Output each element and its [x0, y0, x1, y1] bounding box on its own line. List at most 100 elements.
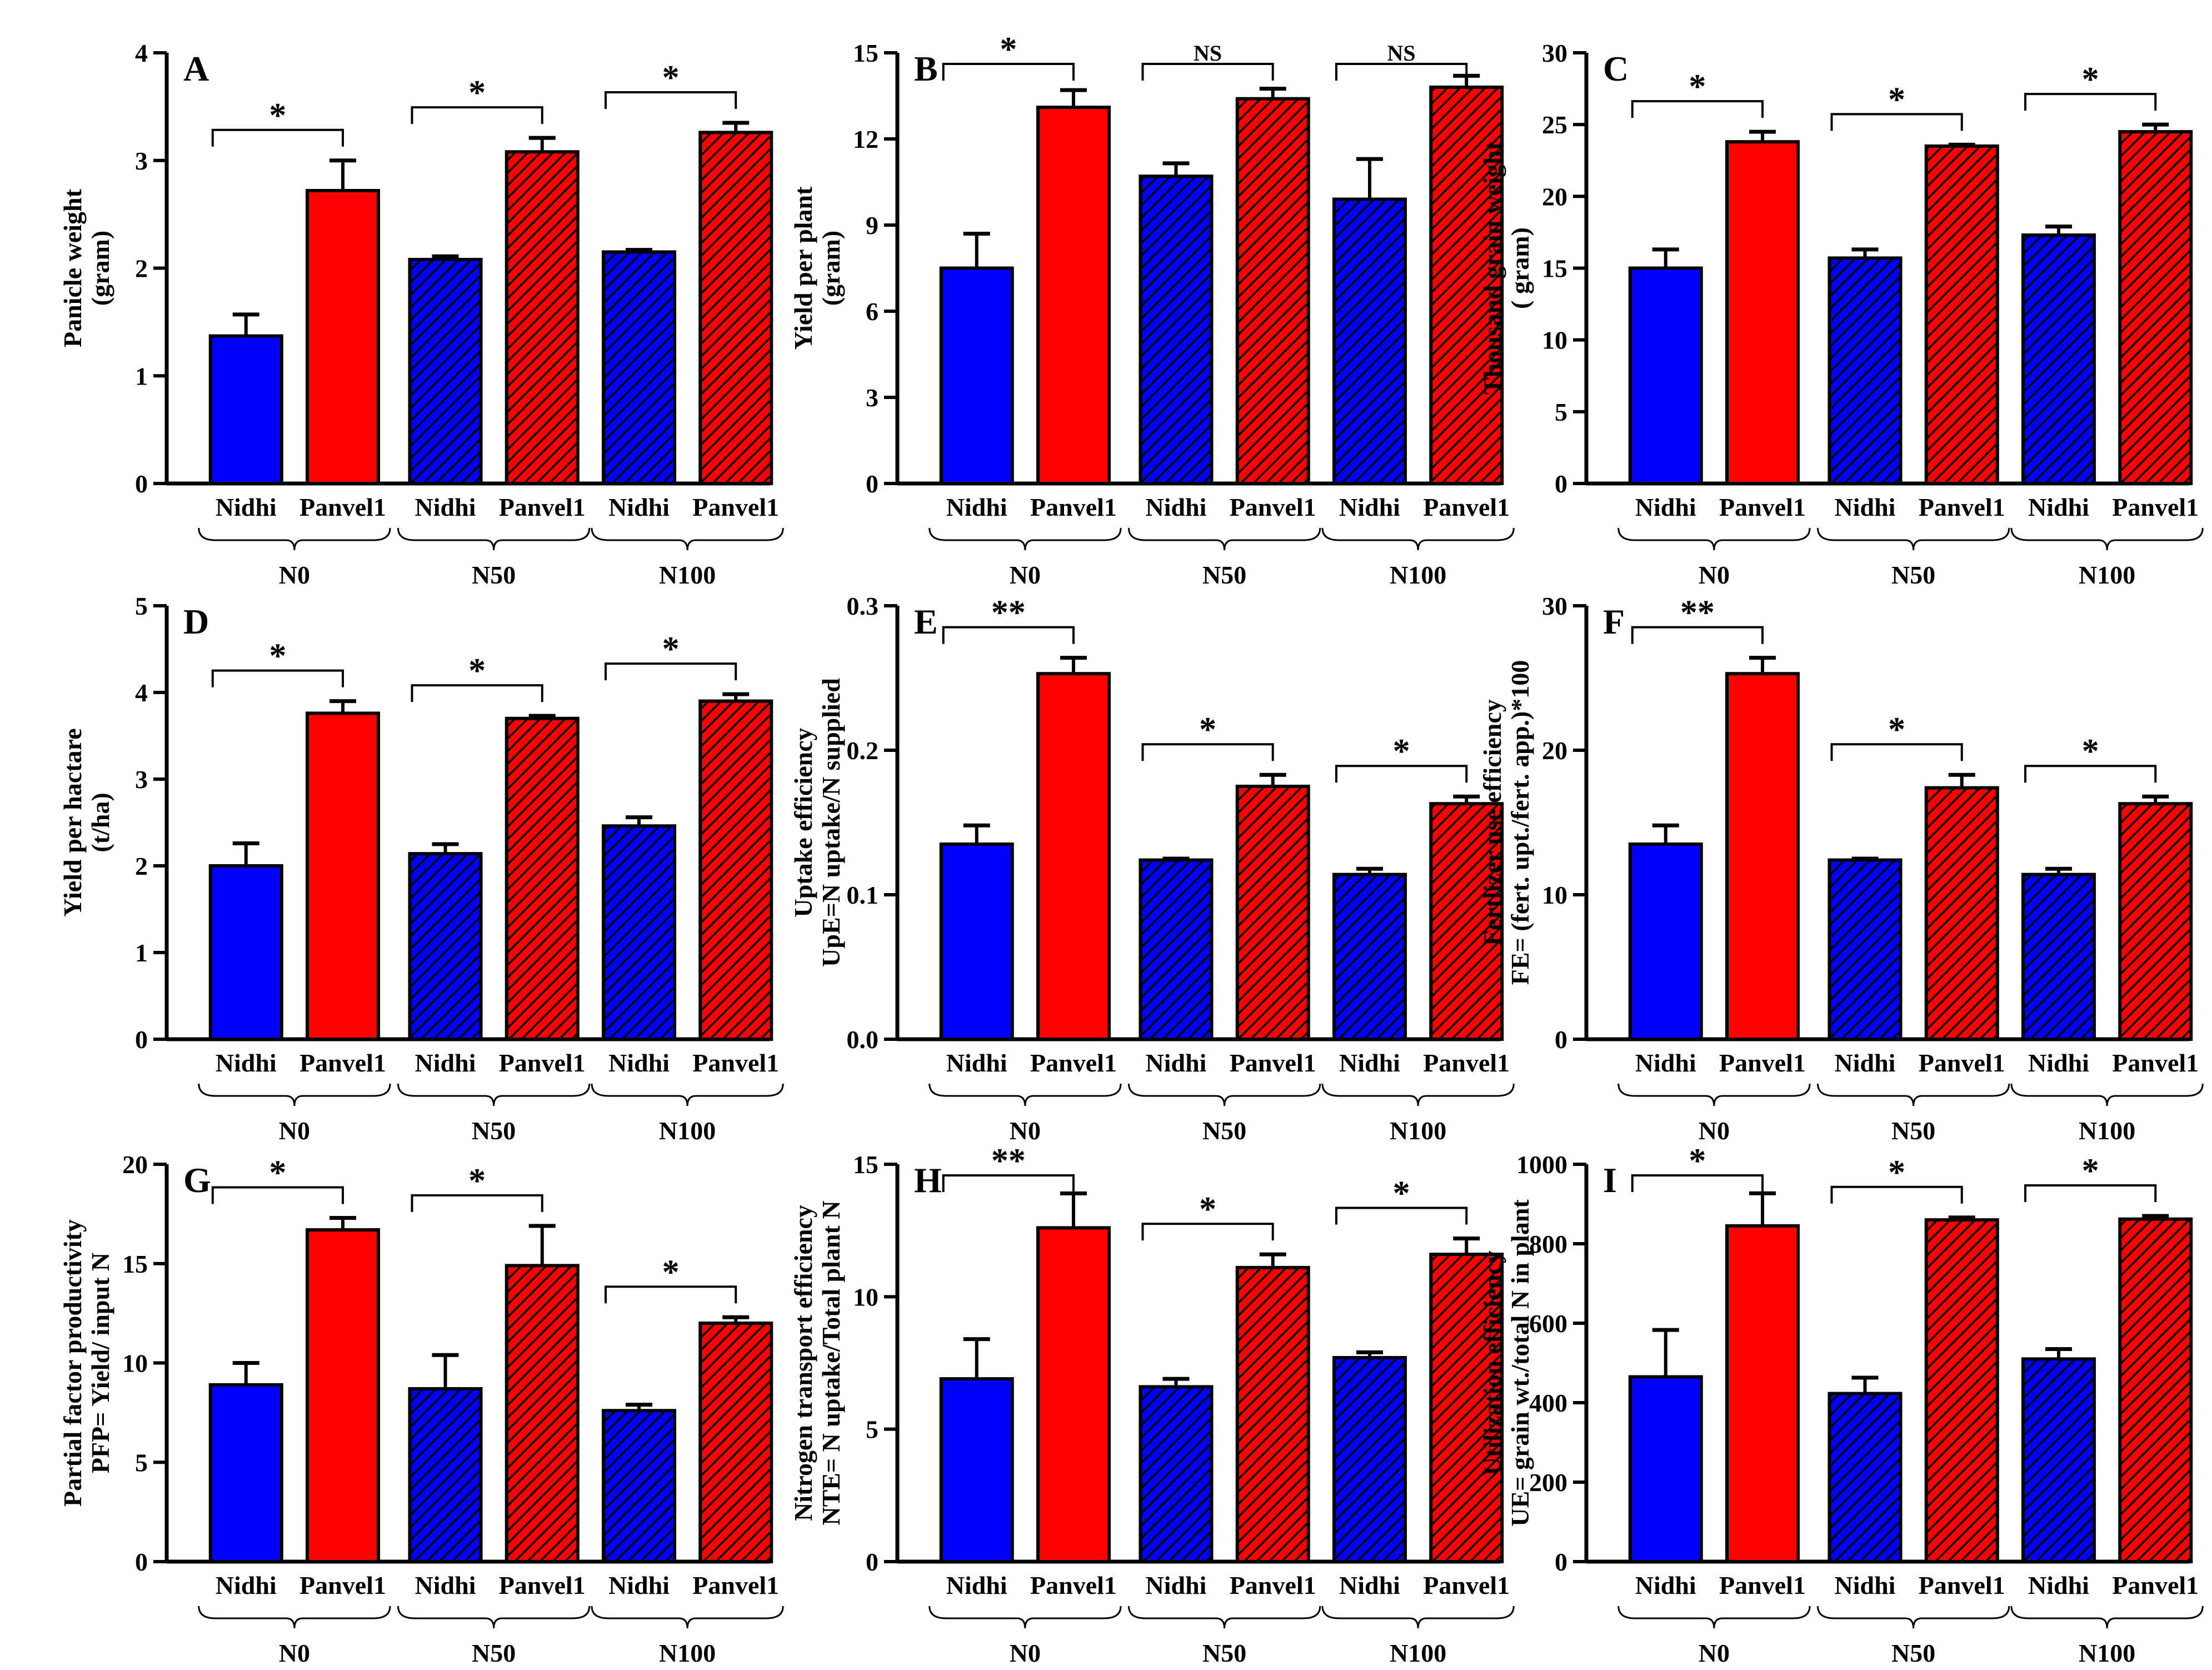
significance-bracket: [1335, 1207, 1468, 1225]
x-tick-label: Nidhi: [216, 493, 277, 521]
x-tick-label: Nidhi: [415, 1571, 476, 1599]
group-brace: [1128, 527, 1321, 551]
y-tick-label: 2: [135, 852, 148, 880]
significance-bracket: [211, 669, 344, 687]
significance-bracket: [411, 684, 543, 702]
y-tick-label: 0.3: [847, 592, 879, 620]
x-tick-label: Panvel1: [299, 1049, 386, 1077]
y-tick-label: 30: [1542, 592, 1567, 620]
x-tick-label: Nidhi: [1146, 1571, 1207, 1599]
y-axis-label-line: NTE= N uptake/Total plant N: [817, 1200, 845, 1525]
y-tick-label: 10: [122, 1349, 148, 1378]
group-brace: [1617, 1606, 1811, 1629]
group-brace: [2010, 1606, 2204, 1629]
bar-panvel1-n50: [1235, 785, 1310, 1041]
group-brace: [1128, 1083, 1321, 1106]
panel-label: D: [183, 602, 209, 641]
group-brace: [1128, 1606, 1321, 1629]
y-tick-label: 0: [866, 1548, 878, 1576]
x-tick-label: Panvel1: [1719, 493, 1806, 521]
group-brace: [198, 1606, 391, 1629]
panel-label: G: [183, 1160, 211, 1200]
group-label: N50: [1202, 1116, 1246, 1145]
y-axis-label-line: Panicle weight: [58, 188, 87, 347]
x-tick-label: Nidhi: [2028, 493, 2089, 521]
significance-mark: *: [1393, 732, 1410, 770]
x-tick-label: Nidhi: [946, 1049, 1007, 1077]
bar-panvel1-n0: [1036, 1226, 1111, 1563]
significance-mark: *: [1689, 68, 1706, 106]
y-axis-label: Yield per plant(gram): [789, 186, 845, 350]
x-tick-label: Panvel1: [1719, 1049, 1806, 1077]
bar-panvel1-n0: [305, 189, 381, 485]
significance-mark: *: [1199, 711, 1216, 749]
y-tick-label: 1000: [1516, 1150, 1567, 1179]
bar-nidhi-n50: [408, 1387, 483, 1564]
group-label: N0: [1699, 1116, 1730, 1145]
x-tick-label: Nidhi: [1635, 493, 1696, 521]
y-axis-label-line: Fertlizer use efficiency: [1478, 699, 1506, 946]
group-label: N0: [279, 1116, 310, 1145]
bar-nidhi-n100: [2021, 1357, 2096, 1564]
x-tick-label: Panvel1: [692, 1571, 779, 1599]
x-tick-label: Panvel1: [2112, 493, 2199, 521]
significance-bracket: [1141, 63, 1274, 81]
panel-label: C: [1603, 49, 1629, 88]
x-tick-label: Panvel1: [2112, 1571, 2199, 1599]
significance-mark: **: [1680, 594, 1715, 632]
y-tick-label: 0: [1555, 470, 1567, 498]
chart-panel-F: 0 10 20 30 Fertlizer use efficiencyFE= (fert…: [1478, 592, 2204, 1145]
y-tick-label: 15: [122, 1250, 148, 1278]
group-brace: [1321, 1606, 1515, 1629]
significance-mark: NS: [1194, 41, 1222, 66]
group-brace: [397, 527, 591, 551]
y-axis-label: Utilization efficiencyUE= grain wt./tota…: [1478, 1199, 1534, 1527]
bar-nidhi-n100: [601, 824, 677, 1041]
y-tick-label: 15: [1542, 255, 1567, 283]
bar-panvel1-n0: [1036, 672, 1111, 1041]
group-brace: [1617, 1083, 1811, 1106]
group-brace: [928, 527, 1122, 551]
x-tick-label: Panvel1: [1030, 1571, 1117, 1599]
significance-bracket: [605, 1285, 737, 1304]
significance-bracket: [1141, 743, 1274, 761]
significance-mark: *: [269, 637, 286, 675]
bar-nidhi-n0: [939, 1377, 1014, 1564]
x-tick-label: Nidhi: [608, 1049, 670, 1077]
significance-mark: *: [1393, 1174, 1410, 1212]
bar-nidhi-n0: [208, 334, 283, 485]
bar-panvel1-n50: [1235, 1265, 1310, 1563]
y-axis-label: Panicle weight(gram): [58, 188, 114, 347]
bar-nidhi-n50: [1827, 858, 1903, 1041]
bar-nidhi-n50: [1827, 1392, 1903, 1563]
x-tick-label: Panvel1: [692, 1049, 779, 1077]
chart-panel-D: 0 1 2 3 4 5 Yield per hactare(t/ha) D Nidhi Panve…: [58, 592, 784, 1145]
significance-bracket: [2024, 1184, 2157, 1202]
bar-nidhi-n0: [208, 864, 283, 1041]
y-tick-label: 15: [853, 1150, 878, 1179]
group-brace: [591, 1606, 784, 1629]
bar-panvel1-n100: [698, 1322, 773, 1563]
significance-mark: *: [662, 1253, 680, 1291]
group-brace: [1321, 527, 1515, 551]
bar-nidhi-n50: [1139, 175, 1214, 485]
panel-label: B: [914, 49, 938, 88]
x-tick-label: Panvel1: [1030, 1049, 1117, 1077]
significance-bracket: [411, 1194, 543, 1212]
y-axis-label-line: Yield per hactare: [58, 729, 87, 917]
significance-bracket: [1335, 63, 1468, 81]
significance-mark: *: [1888, 711, 1905, 749]
x-tick-label: Nidhi: [2028, 1049, 2089, 1077]
group-label: N100: [659, 561, 716, 589]
bar-panvel1-n100: [1429, 802, 1504, 1041]
significance-bracket: [605, 662, 737, 681]
significance-bracket: [605, 91, 737, 109]
group-brace: [198, 527, 391, 551]
x-tick-label: Nidhi: [216, 1571, 277, 1599]
group-label: N100: [2079, 1116, 2135, 1145]
y-axis-label: Nitrogen transport efficiencyNTE= N upta…: [789, 1200, 845, 1525]
bar-panvel1-n50: [505, 150, 580, 485]
y-tick-label: 0.2: [847, 736, 879, 765]
bar-nidhi-n100: [1332, 873, 1407, 1041]
significance-bracket: [2024, 765, 2157, 783]
